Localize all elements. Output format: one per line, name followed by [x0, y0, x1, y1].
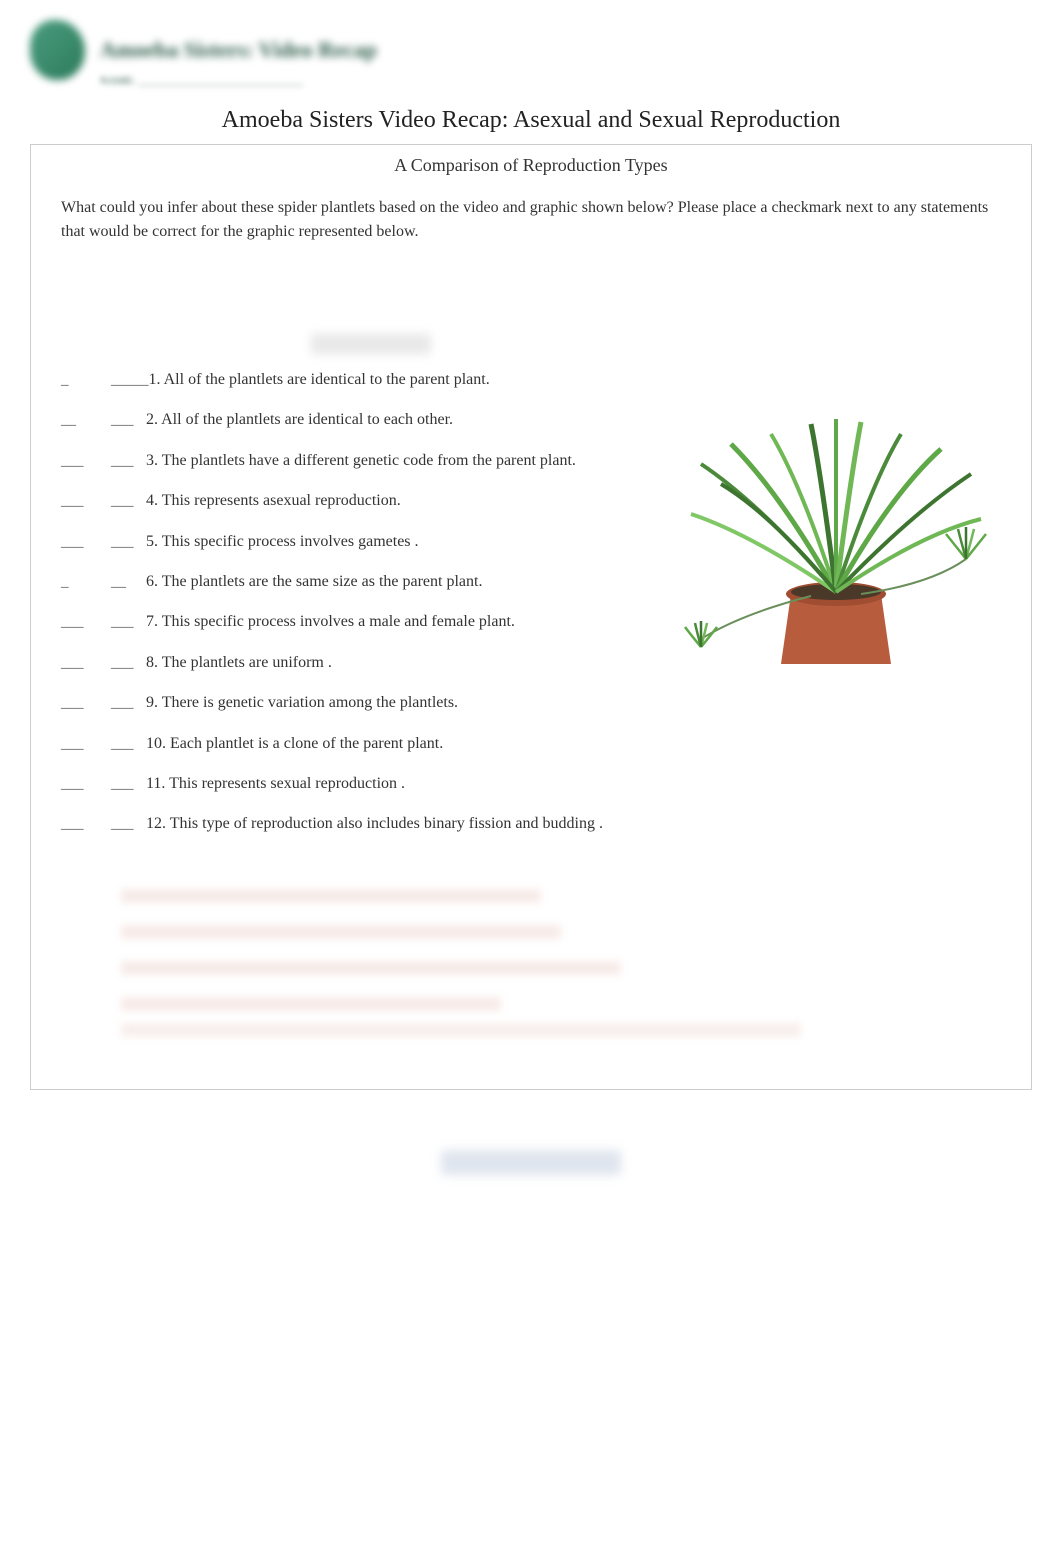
page-title: Amoeba Sisters Video Recap: Asexual and … — [0, 97, 1062, 139]
blurred-additional-content — [31, 884, 1031, 1089]
subtitle: A Comparison of Reproduction Types — [31, 145, 1031, 186]
question-row: ___ ___12. This type of reproduction als… — [61, 813, 811, 835]
question-row: ___ ___3. The plantlets have a different… — [61, 450, 621, 472]
banner-title: Amoeba Sisters: Video Recap — [100, 37, 377, 63]
question-text: 5. This specific process involves gamete… — [146, 533, 419, 550]
question-row: ___ ___5. This specific process involves… — [61, 531, 621, 553]
checkbox-blank-1[interactable]: ___ — [61, 612, 111, 633]
question-text: 10. Each plantlet is a clone of the pare… — [146, 735, 443, 752]
question-text: 12. This type of reproduction also inclu… — [146, 815, 603, 832]
checkbox-blank-1[interactable]: ___ — [61, 653, 111, 674]
logo-area: Amoeba Sisters: Video Recap — [30, 20, 1032, 80]
amoeba-logo-icon — [30, 20, 85, 80]
checkbox-blank-2[interactable]: __ — [111, 572, 146, 593]
question-row: ___ ___7. This specific process involves… — [61, 611, 621, 633]
checkbox-blank-1[interactable]: ___ — [61, 693, 111, 714]
question-row: ___ ___11. This represents sexual reprod… — [61, 773, 621, 795]
checkbox-blank-1[interactable]: ___ — [61, 734, 111, 755]
plant-svg-icon — [661, 404, 1001, 684]
question-row: ___ ___4. This represents asexual reprod… — [61, 490, 621, 512]
footer-area — [0, 1110, 1062, 1220]
question-row: _ __6. The plantlets are the same size a… — [61, 571, 621, 593]
question-text: 11. This represents sexual reproduction … — [146, 775, 405, 792]
blurred-label — [311, 334, 431, 354]
question-row: ___ ___8. The plantlets are uniform . — [61, 652, 621, 674]
blurred-line — [121, 997, 501, 1011]
checkbox-blank-1[interactable]: _ — [61, 572, 111, 593]
checkbox-blank-1[interactable]: ___ — [61, 774, 111, 795]
question-text: 6. The plantlets are the same size as th… — [146, 573, 482, 590]
checkbox-blank-2[interactable]: ___ — [111, 774, 146, 795]
checkbox-blank-1[interactable]: ___ — [61, 451, 111, 472]
question-row: ___ ___10. Each plantlet is a clone of t… — [61, 733, 621, 755]
checkbox-blank-2[interactable]: ___ — [111, 814, 146, 835]
checkbox-blank-2[interactable]: ___ — [111, 693, 146, 714]
banner-name-line: NAME: ______________________________ — [100, 75, 1032, 87]
footer-badge-blurred — [441, 1150, 621, 1175]
blurred-line — [121, 961, 621, 975]
checkbox-blank-2[interactable]: ___ — [111, 491, 146, 512]
checkbox-blank-1[interactable]: ___ — [61, 532, 111, 553]
intro-paragraph: What could you infer about these spider … — [31, 186, 1031, 324]
question-text: 2. All of the plantlets are identical to… — [146, 411, 453, 428]
checkbox-blank-2[interactable]: _____ — [111, 370, 149, 391]
content-box: A Comparison of Reproduction Types What … — [30, 144, 1032, 1090]
blurred-line — [121, 925, 561, 939]
questions-area: _ _____1. All of the plantlets are ident… — [31, 324, 1031, 884]
checkbox-blank-2[interactable]: ___ — [111, 532, 146, 553]
question-row: _ _____1. All of the plantlets are ident… — [61, 369, 621, 391]
checkbox-blank-1[interactable]: __ — [61, 410, 111, 431]
question-row: ___ ___9. There is genetic variation amo… — [61, 692, 621, 714]
checkbox-blank-2[interactable]: ___ — [111, 653, 146, 674]
spider-plant-graphic — [661, 404, 1001, 684]
checkbox-blank-2[interactable]: ___ — [111, 612, 146, 633]
checkbox-blank-1[interactable]: ___ — [61, 814, 111, 835]
question-text: 4. This represents asexual reproduction. — [146, 492, 401, 509]
checkbox-blank-2[interactable]: ___ — [111, 451, 146, 472]
checkbox-blank-2[interactable]: ___ — [111, 410, 146, 431]
question-text: 1. All of the plantlets are identical to… — [149, 371, 490, 388]
header-banner: Amoeba Sisters: Video Recap NAME: ______… — [0, 0, 1062, 97]
checkbox-blank-2[interactable]: ___ — [111, 734, 146, 755]
blurred-line — [121, 889, 541, 903]
checkbox-blank-1[interactable]: _ — [61, 370, 111, 391]
question-text: 9. There is genetic variation among the … — [146, 694, 458, 711]
question-row: __ ___2. All of the plantlets are identi… — [61, 409, 621, 431]
checkbox-blank-1[interactable]: ___ — [61, 491, 111, 512]
question-text: 8. The plantlets are uniform . — [146, 654, 332, 671]
question-text: 7. This specific process involves a male… — [146, 613, 515, 630]
blurred-line — [121, 1023, 801, 1037]
question-text: 3. The plantlets have a different geneti… — [146, 452, 576, 469]
